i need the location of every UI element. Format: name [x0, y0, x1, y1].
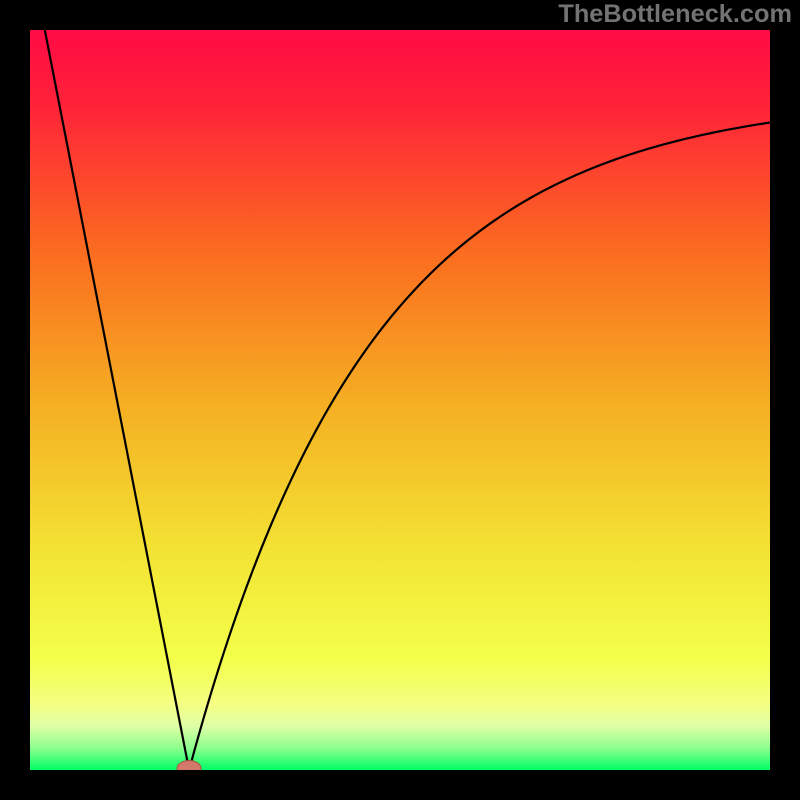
chart-container: TheBottleneck.com — [0, 0, 800, 800]
plot-area — [30, 30, 770, 770]
gradient-background — [30, 30, 770, 770]
watermark-text: TheBottleneck.com — [558, 0, 792, 29]
